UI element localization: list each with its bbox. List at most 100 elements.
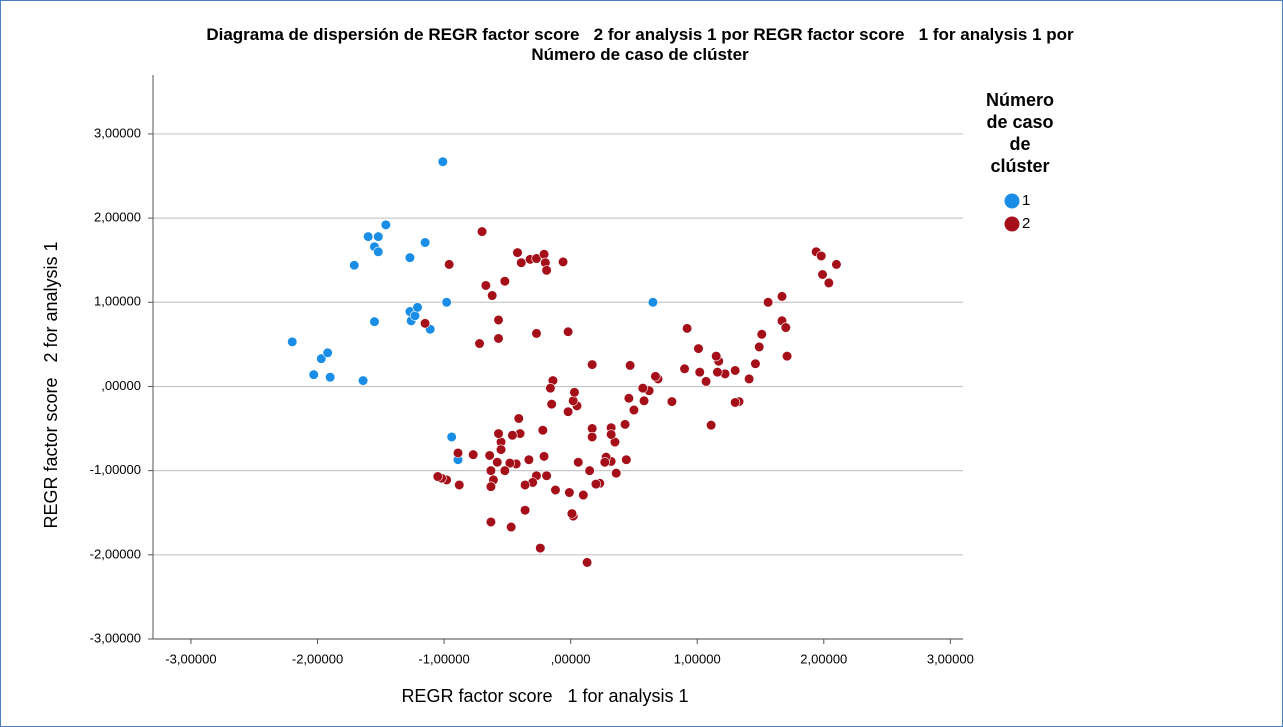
point [504,457,516,469]
point [480,280,491,291]
point [493,333,504,344]
point [780,322,791,333]
legend-marker [1004,216,1020,232]
point [437,156,448,167]
point [538,249,550,260]
point [516,257,527,268]
point [404,252,416,263]
x-tick-label: -2,00000 [292,651,343,666]
point [762,297,774,308]
point [817,269,828,280]
point [485,465,497,476]
point [623,393,634,404]
point [638,395,650,406]
point [519,479,531,491]
point [537,425,548,436]
point [493,314,504,326]
legend-title: de [1009,134,1030,154]
point [485,516,497,528]
point [599,457,610,468]
y-axis-label: REGR factor score 2 for analysis 1 [41,241,61,528]
point [587,359,598,370]
point [495,444,507,455]
point [373,231,384,242]
point [308,369,319,380]
point [541,265,552,276]
point [546,399,557,410]
point [573,457,584,468]
point [650,371,661,382]
point [566,508,578,519]
point [444,259,455,270]
point [287,336,298,347]
x-axis-label: REGR factor score 1 for analysis 1 [401,686,688,706]
point [578,489,589,501]
y-tick-label: -2,00000 [90,546,141,561]
point [712,367,723,378]
point [452,447,464,459]
point [831,259,842,270]
point [519,505,531,516]
point [563,326,574,337]
point [412,302,423,313]
point [349,260,360,271]
point [506,521,517,533]
point [487,290,498,301]
point [492,457,503,468]
point [611,468,622,479]
point [679,363,690,374]
point [606,429,617,440]
point [420,318,431,329]
legend-title: clúster [990,156,1049,176]
chart-title: Diagrama de dispersión de REGR factor sc… [206,25,1074,44]
x-tick-label: 2,00000 [800,651,847,666]
x-tick-label: 3,00000 [927,651,974,666]
point [535,542,546,554]
point [541,470,552,481]
point [493,428,504,439]
point [325,372,336,383]
point [647,297,659,308]
point [730,397,741,408]
point [582,557,593,568]
point [409,310,421,321]
point [550,484,561,496]
x-tick-label: ,00000 [551,651,591,666]
point [776,291,788,302]
legend-label: 2 [1022,215,1030,232]
legend-title: de caso [986,112,1053,132]
point [531,328,542,339]
chart-title: Número de caso de clúster [531,45,749,64]
point [619,419,631,430]
point [441,297,452,308]
point [700,376,712,387]
legend-label: 1 [1022,192,1030,209]
point [584,465,595,476]
legend-marker [1004,193,1020,209]
y-tick-label: ,00000 [101,378,141,393]
y-tick-label: 1,00000 [94,294,141,309]
point [380,219,391,230]
point [468,449,479,460]
point [499,465,510,476]
point [507,430,518,441]
point [513,413,524,424]
point [628,404,640,416]
point [499,276,510,287]
legend-title: Número [986,90,1054,110]
point [750,358,761,369]
y-tick-label: 2,00000 [94,210,141,225]
point [369,316,380,327]
point [446,431,457,443]
point [538,451,550,462]
point [474,338,485,349]
point [484,450,495,461]
point [681,323,693,334]
point [666,396,678,407]
point [316,353,327,364]
point [587,431,598,443]
x-tick-label: -1,00000 [418,651,469,666]
point [706,420,717,431]
